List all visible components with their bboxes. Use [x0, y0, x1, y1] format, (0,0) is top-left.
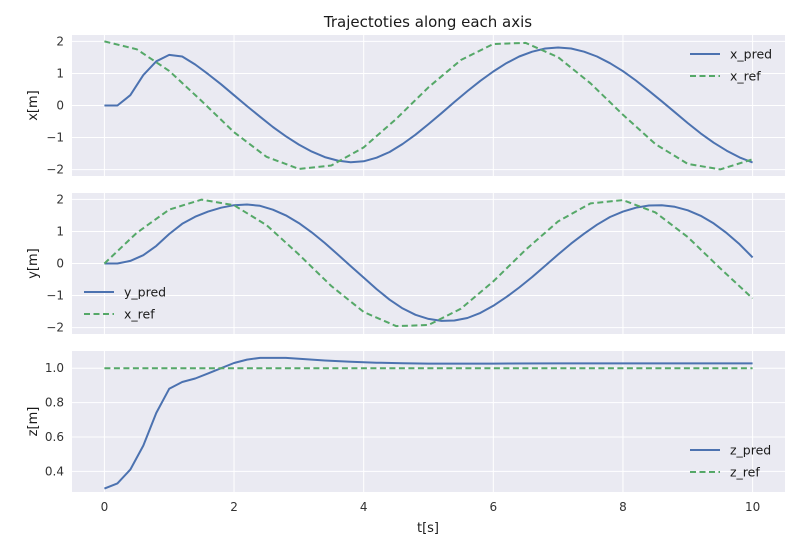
x-tick-label: 2 [230, 500, 238, 514]
y-tick-label: 1 [56, 66, 64, 80]
y-panel-y-ticks: −2 −1 0 1 2 [46, 192, 64, 334]
y-pred-legend-label: y_pred [124, 285, 166, 300]
y-tick-label: 2 [56, 34, 64, 48]
x-pred-legend-label: x_pred [730, 47, 772, 62]
x-axis-ticks: 0 2 4 6 8 10 [101, 500, 761, 514]
y-tick-label: 0.8 [45, 396, 64, 410]
y-tick-label: 0.6 [45, 430, 64, 444]
y-tick-label: 0.4 [45, 464, 64, 478]
x-panel-series [104, 40, 753, 171]
y-tick-label: −1 [46, 289, 64, 303]
y-tick-label: 0 [56, 99, 64, 113]
y-tick-label: 0 [56, 257, 64, 271]
x-tick-label: 0 [101, 500, 109, 514]
x-axis-panel: −2 −1 0 1 2 x[m] x_pred x_ref [26, 34, 785, 177]
y-panel-legend: y_pred x_ref [84, 285, 166, 322]
chart-title: Trajectoties along each axis [323, 13, 532, 31]
z-pred-legend-label: z_pred [730, 443, 771, 458]
y-ref-legend-label: x_ref [124, 307, 155, 322]
y-tick-label: 1.0 [45, 361, 64, 375]
y-tick-label: 2 [56, 192, 64, 206]
y-panel-ylabel: y[m] [26, 248, 41, 279]
z-pred-series-line [104, 356, 753, 490]
z-panel-y-ticks: 0.4 0.6 0.8 1.0 [45, 361, 64, 478]
z-panel-background [72, 351, 785, 492]
x-panel-legend: x_pred x_ref [690, 47, 772, 84]
x-tick-label: 10 [745, 500, 760, 514]
y-tick-label: −1 [46, 131, 64, 145]
y-tick-label: −2 [46, 163, 64, 177]
y-panel-series [103, 198, 754, 328]
x-tick-label: 8 [619, 500, 627, 514]
x-ref-series-line [103, 198, 754, 328]
x-tick-label: 4 [360, 500, 368, 514]
x-tick-label: 6 [489, 500, 497, 514]
x-ref-legend-label: x_ref [730, 69, 761, 84]
x-panel-y-ticks: −2 −1 0 1 2 [46, 34, 64, 176]
z-panel-series [104, 356, 753, 490]
z-panel-ylabel: z[m] [26, 407, 41, 437]
y-pred-series-line [104, 203, 754, 322]
x-ref-series-line [104, 40, 753, 171]
x-pred-series-line [104, 46, 753, 164]
x-panel-grid [72, 35, 785, 176]
x-panel-ylabel: x[m] [26, 90, 41, 121]
y-axis-panel: −2 −1 0 1 2 y[m] y_pred x_ref [26, 192, 785, 335]
z-ref-legend-label: z_ref [730, 465, 760, 480]
y-tick-label: 1 [56, 224, 64, 238]
z-axis-panel: 0.4 0.6 0.8 1.0 0 2 4 6 8 10 z[m] z_pred z_ref [26, 351, 785, 514]
x-axis-label: t[s] [417, 521, 439, 536]
z-panel-legend: z_pred z_ref [690, 443, 771, 480]
y-tick-label: −2 [46, 321, 64, 335]
